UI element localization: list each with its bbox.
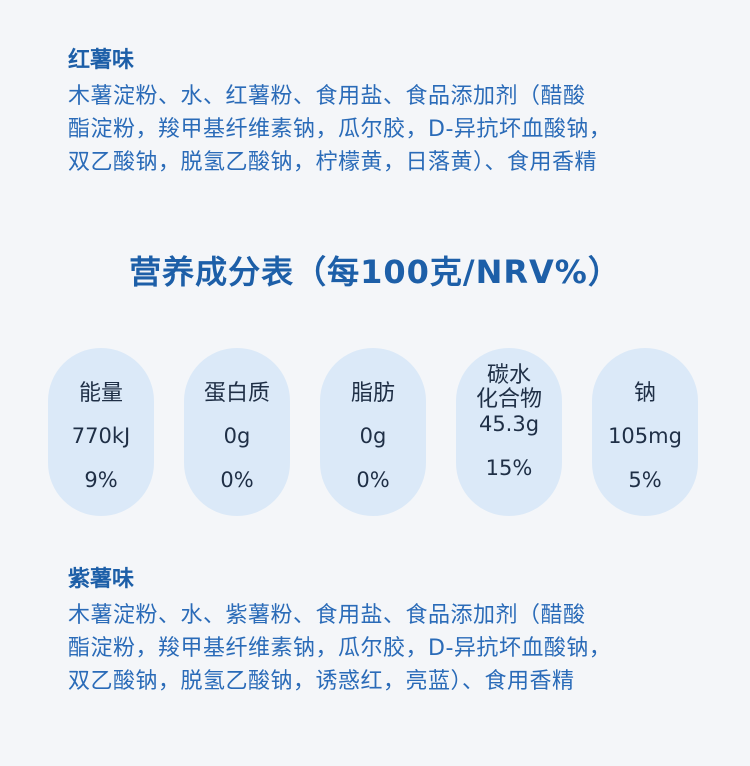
ingredients-line: 木薯淀粉、水、红薯粉、食用盐、食品添加剂（醋酸 xyxy=(68,84,586,109)
nutrient-nrv: 9% xyxy=(84,468,118,492)
nutrition-table: 能量 770kJ 9% 蛋白质 0g 0% 脂肪 0g 0% 碳水 化合物 45… xyxy=(48,348,708,516)
nutrient-nrv: 15% xyxy=(485,456,533,480)
nutrient-name-line: 化合物 xyxy=(475,387,542,412)
ingredients-line: 双乙酸钠，脱氢乙酸钠，柠檬黄，日落黄）、食用香精 xyxy=(68,150,598,175)
nutrient-name: 钠 xyxy=(633,381,656,406)
nutrient-amount: 45.3g xyxy=(478,412,540,436)
nutrient-name: 能量 xyxy=(78,381,123,406)
ingredients-text: 木薯淀粉、水、紫薯粉、食用盐、食品添加剂（醋酸 酯淀粉，羧甲基纤维素钠，瓜尔胶，… xyxy=(68,599,728,698)
nutrient-carbohydrate: 碳水 化合物 45.3g 15% xyxy=(456,348,562,516)
flavor-section-sweet-potato: 红薯味 木薯淀粉、水、红薯粉、食用盐、食品添加剂（醋酸 酯淀粉，羧甲基纤维素钠，… xyxy=(68,46,728,179)
flavor-title: 红薯味 xyxy=(68,48,135,73)
nutrient-fat: 脂肪 0g 0% xyxy=(320,348,426,516)
nutrient-sodium: 钠 105mg 5% xyxy=(592,348,698,516)
nutrient-amount: 105mg xyxy=(608,424,682,448)
nutrient-energy: 能量 770kJ 9% xyxy=(48,348,154,516)
ingredients-line: 木薯淀粉、水、紫薯粉、食用盐、食品添加剂（醋酸 xyxy=(68,603,586,628)
nutrient-name: 碳水 化合物 xyxy=(476,364,542,412)
nutrient-amount: 0g xyxy=(359,424,387,448)
nutrient-amount: 770kJ xyxy=(71,424,131,448)
ingredients-line: 酯淀粉，羧甲基纤维素钠，瓜尔胶，D-异抗坏血酸钠， xyxy=(68,636,612,661)
nutrient-name-line: 碳水 xyxy=(486,363,531,388)
nutrient-nrv: 0% xyxy=(220,468,254,492)
nutrient-name: 脂肪 xyxy=(350,381,395,406)
nutrient-name: 蛋白质 xyxy=(203,381,270,406)
ingredients-text: 木薯淀粉、水、红薯粉、食用盐、食品添加剂（醋酸 酯淀粉，羧甲基纤维素钠，瓜尔胶，… xyxy=(68,80,728,179)
flavor-section-purple-potato: 紫薯味 木薯淀粉、水、紫薯粉、食用盐、食品添加剂（醋酸 酯淀粉，羧甲基纤维素钠，… xyxy=(68,565,728,698)
nutrient-amount: 0g xyxy=(223,424,251,448)
flavor-title: 紫薯味 xyxy=(68,567,135,592)
nutrient-nrv: 0% xyxy=(356,468,390,492)
nutrition-title: 营养成分表（每100克/NRV%） xyxy=(129,253,621,291)
ingredients-line: 双乙酸钠，脱氢乙酸钠，诱惑红，亮蓝）、食用香精 xyxy=(68,669,575,694)
nutrient-nrv: 5% xyxy=(628,468,662,492)
nutrient-protein: 蛋白质 0g 0% xyxy=(184,348,290,516)
ingredients-line: 酯淀粉，羧甲基纤维素钠，瓜尔胶，D-异抗坏血酸钠， xyxy=(68,117,612,142)
